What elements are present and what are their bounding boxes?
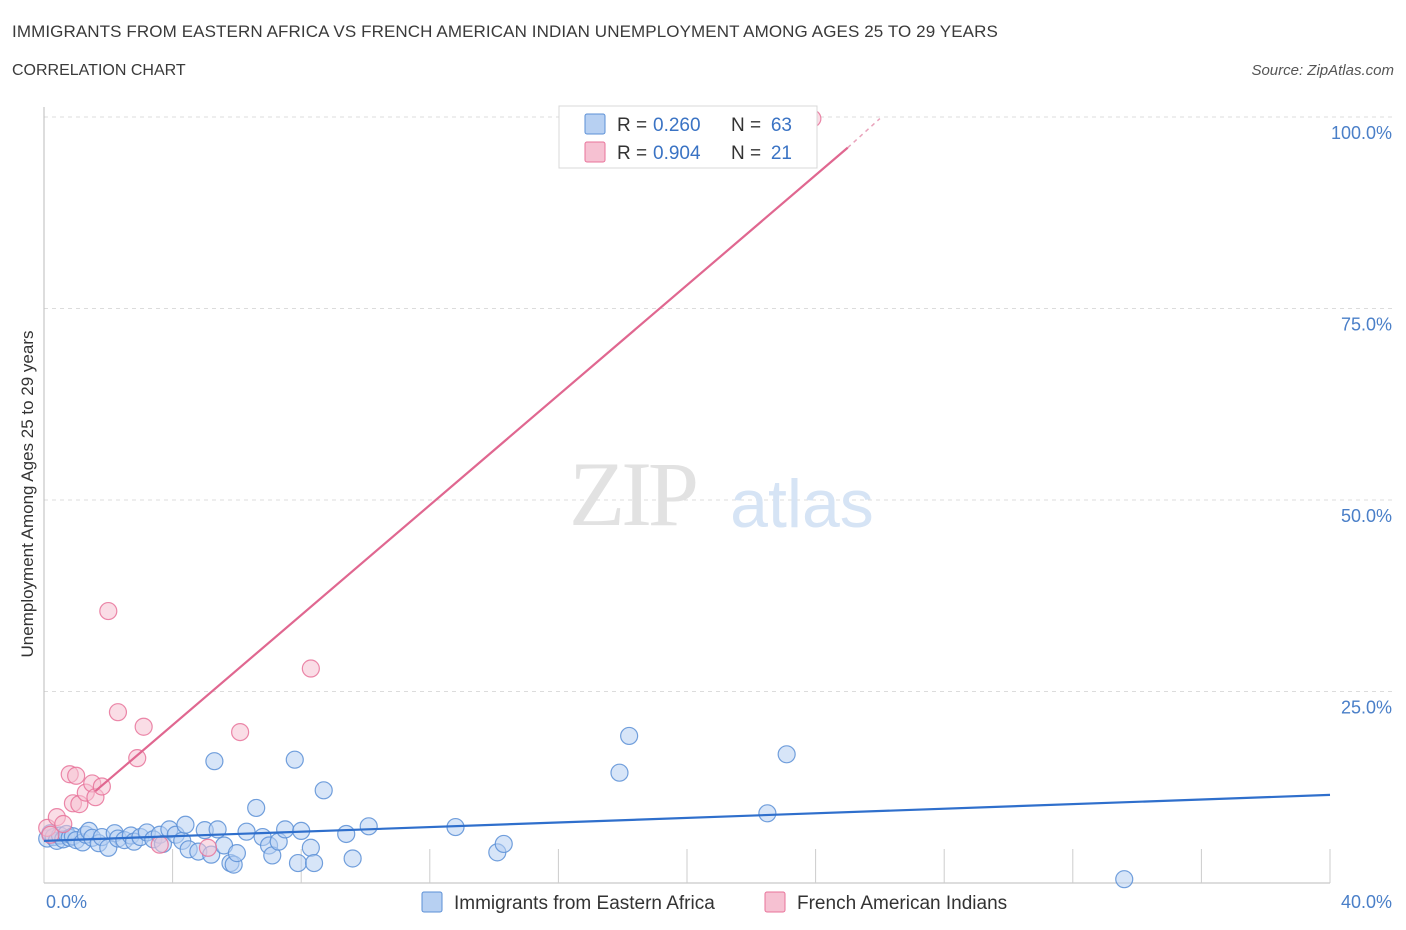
point-eastern-africa xyxy=(237,822,256,841)
point-eastern-africa xyxy=(1115,870,1134,889)
legend-r-value: 0.260 xyxy=(653,115,701,136)
tick-label-layer: 25.0% 50.0% 75.0% 100.0% 0.0% 40.0% xyxy=(46,123,1392,912)
legend-series-swatch xyxy=(421,891,443,913)
legend-series-swatch xyxy=(764,891,786,913)
chart-source: Source: ZipAtlas.com xyxy=(1251,62,1394,79)
watermark-zip: ZIP xyxy=(569,443,696,545)
point-eastern-africa xyxy=(247,798,266,818)
point-eastern-africa xyxy=(758,804,777,823)
legend-series-label: Immigrants from Eastern Africa xyxy=(454,893,715,914)
point-eastern-africa xyxy=(288,853,308,873)
point-eastern-africa xyxy=(359,817,378,836)
legend-series: Immigrants from Eastern Africa French Ame… xyxy=(421,891,1007,914)
point-eastern-africa xyxy=(337,824,356,844)
chart-subtitle: CORRELATION CHART xyxy=(12,62,186,79)
y-tick-label: 25.0% xyxy=(1341,698,1392,718)
point-french-american-indian xyxy=(150,835,169,854)
trend-layer xyxy=(43,117,1331,842)
point-eastern-africa xyxy=(620,726,639,746)
trendline-french-american-indian-extension xyxy=(847,117,881,149)
watermark: ZIP atlas xyxy=(569,443,874,545)
legend-stats: R = 0.260 N = 63 R = 0.904 N = 21 xyxy=(558,105,818,169)
point-eastern-africa xyxy=(343,849,362,868)
legend-r-value: 0.904 xyxy=(653,143,701,164)
point-eastern-africa xyxy=(304,853,324,873)
point-eastern-africa xyxy=(176,815,195,834)
trendline-eastern-africa xyxy=(43,793,1331,842)
legend-r-label: R = xyxy=(617,115,647,136)
point-french-american-indian xyxy=(301,659,320,678)
point-french-american-indian xyxy=(99,601,118,621)
point-eastern-africa xyxy=(777,745,796,764)
point-french-american-indian xyxy=(41,825,60,844)
point-french-american-indian xyxy=(231,722,250,742)
point-eastern-africa xyxy=(205,752,224,771)
point-eastern-africa xyxy=(227,844,246,863)
axis-layer xyxy=(43,107,1331,884)
point-eastern-africa xyxy=(494,834,513,854)
legend-n-value: 21 xyxy=(771,143,792,164)
point-eastern-africa xyxy=(276,820,295,839)
points-layer xyxy=(38,109,1134,889)
point-eastern-africa xyxy=(301,838,320,857)
point-eastern-africa xyxy=(610,763,629,782)
legend-series-label: French American Indians xyxy=(797,893,1007,914)
grid-layer xyxy=(44,116,1394,692)
legend-stats-swatch xyxy=(584,113,606,135)
point-french-american-indian xyxy=(198,838,218,857)
x-tick-label: 40.0% xyxy=(1341,892,1392,912)
chart-title: IMMIGRANTS FROM EASTERN AFRICA VS FRENCH… xyxy=(12,22,998,41)
trendline-french-american-indian xyxy=(94,146,849,792)
point-eastern-africa xyxy=(314,781,333,800)
legend-stats-swatch xyxy=(584,141,606,163)
point-french-american-indian xyxy=(54,814,73,834)
legend-n-label: N = xyxy=(731,115,761,136)
y-tick-label: 75.0% xyxy=(1341,315,1392,335)
point-french-american-indian xyxy=(108,703,128,722)
point-french-american-indian xyxy=(128,749,147,768)
legend-n-label: N = xyxy=(731,143,761,164)
point-french-american-indian xyxy=(67,766,86,785)
watermark-atlas: atlas xyxy=(730,466,874,542)
point-french-american-indian xyxy=(134,717,153,736)
y-tick-label: 50.0% xyxy=(1341,506,1392,526)
x-tick-label: 0.0% xyxy=(46,892,87,912)
legend-n-value: 63 xyxy=(771,115,792,136)
legend-r-label: R = xyxy=(617,143,647,164)
point-eastern-africa xyxy=(285,750,304,769)
y-tick-label: 100.0% xyxy=(1331,123,1392,143)
